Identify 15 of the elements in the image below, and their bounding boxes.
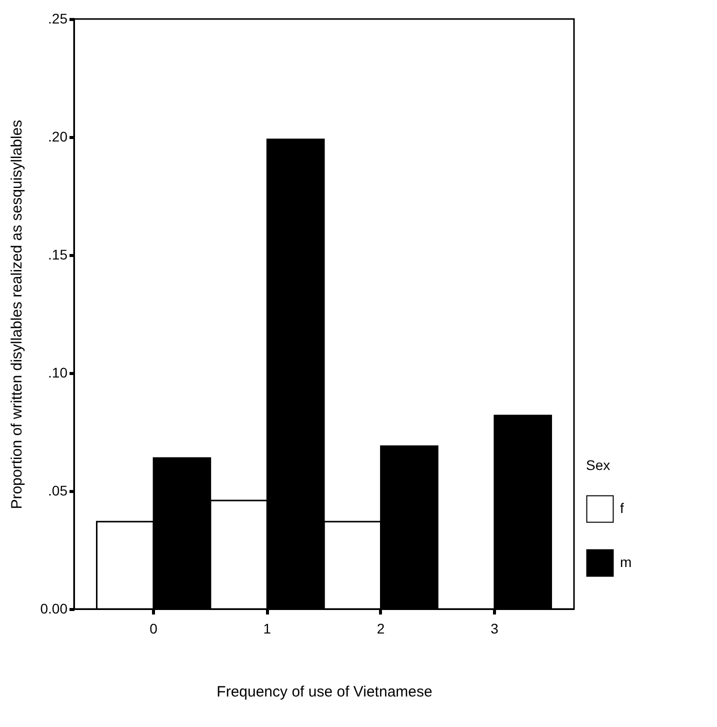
x-axis-title: Frequency of use of Vietnamese: [216, 684, 432, 700]
legend-label: m: [620, 554, 632, 570]
x-tick-label: 2: [376, 620, 385, 636]
y-tick-label: .05: [48, 482, 68, 498]
y-axis-title: Proportion of written disyllables realized as sesquisyllables: [8, 120, 26, 510]
y-tick-label: .25: [48, 10, 68, 26]
x-tick-label: 0: [150, 620, 158, 636]
y-tick-label: .20: [48, 128, 68, 144]
legend-title: Sex: [586, 457, 610, 473]
legend-label: f: [620, 500, 624, 516]
y-tick-label: 0.00: [40, 600, 68, 616]
y-tick-label: .15: [48, 246, 68, 262]
y-tick-label: .10: [48, 364, 68, 380]
x-tick-label: 1: [263, 620, 272, 636]
x-tick-label: 3: [490, 620, 499, 636]
